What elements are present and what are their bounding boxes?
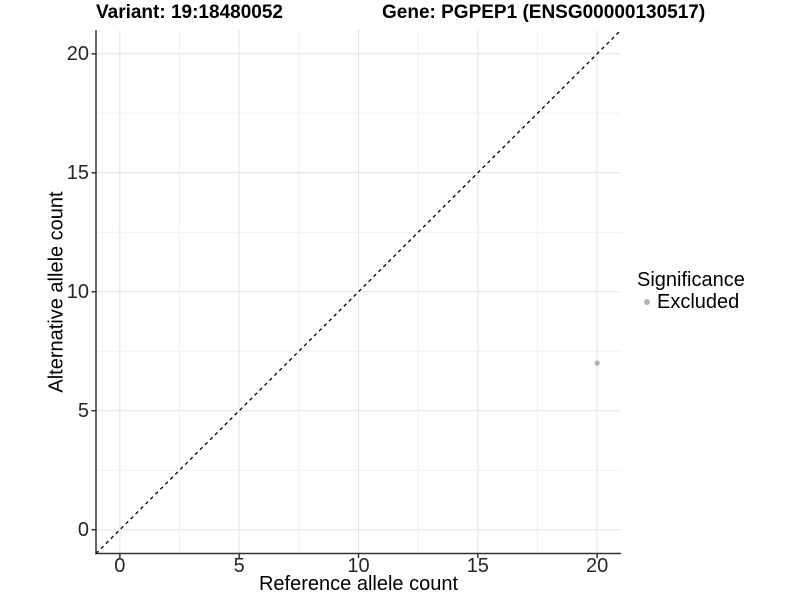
x-axis-title: Reference allele count [258, 573, 458, 595]
y-tick-label: 10 [66, 280, 89, 303]
y-tick-label: 20 [66, 42, 89, 65]
excluded-point-icon [644, 299, 650, 305]
legend-item-label: Excluded [657, 291, 740, 313]
legend-title: Significance [637, 269, 745, 291]
identity-line [95, 29, 622, 554]
y-tick-label: 0 [77, 518, 89, 541]
y-tick-label: 5 [77, 399, 89, 422]
variant-title: Variant: 19:18480052 [96, 2, 283, 23]
legend-item-excluded: Excluded [637, 292, 745, 312]
x-tick-label: 0 [114, 555, 126, 577]
legend: Significance Excluded [637, 269, 745, 313]
y-axis-title: Alternative allele count [46, 191, 69, 393]
x-tick-label: 5 [233, 555, 245, 577]
gene-title: Gene: PGPEP1 (ENSG00000130517) [382, 2, 706, 23]
y-tick-label: 15 [66, 161, 89, 184]
x-tick-label: 20 [586, 555, 609, 577]
data-point [594, 360, 600, 366]
x-tick-label: 10 [347, 555, 370, 577]
y-axis-title-wrap: Alternative allele count [46, 30, 69, 554]
x-tick-label: 15 [466, 555, 489, 577]
